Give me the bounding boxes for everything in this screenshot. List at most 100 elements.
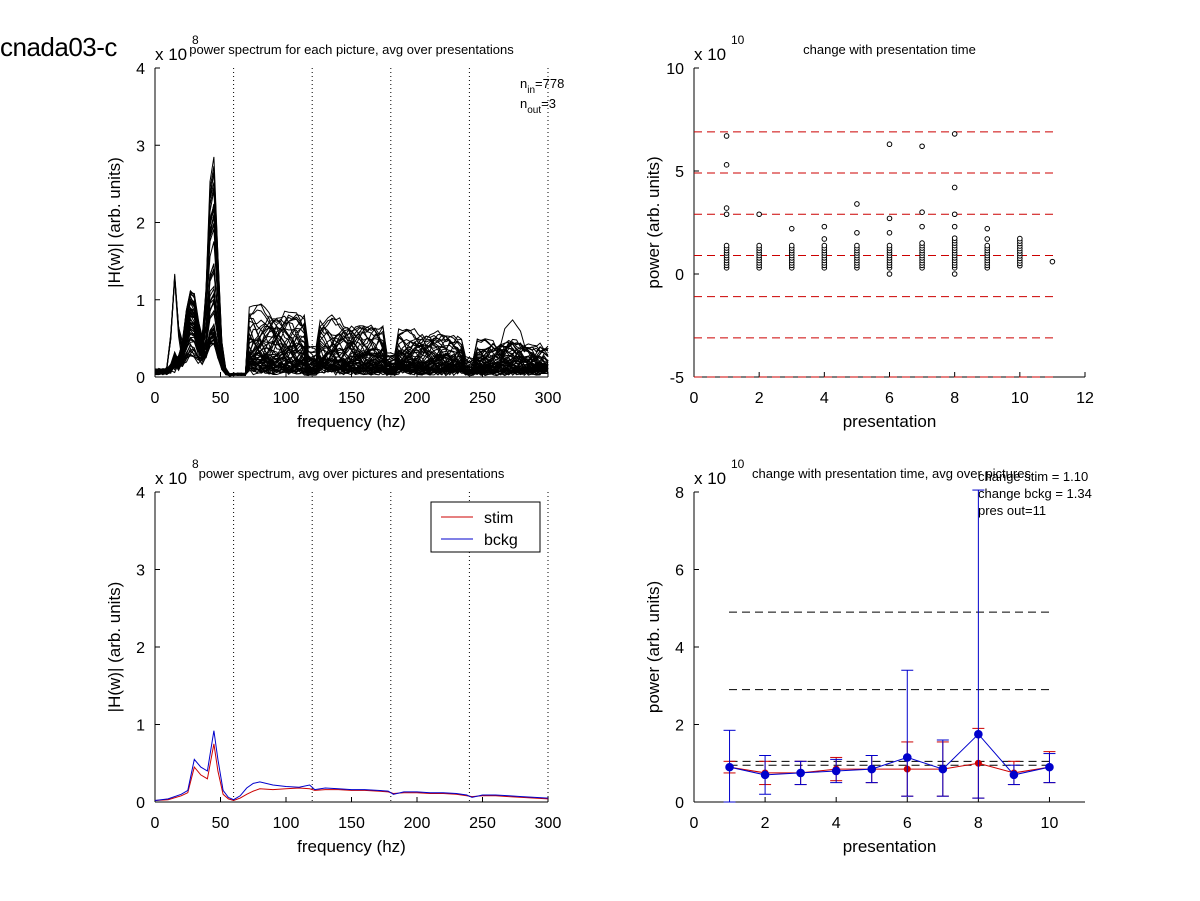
- x-tick-label: 10: [1011, 390, 1029, 407]
- panel-presentation-avg: 0 2 4 6 8 10 0 2 4 6 8 presentation power (arb. unit…: [644, 457, 1092, 856]
- x-tick-label: 150: [338, 815, 365, 832]
- stat-annotation: change stim = 1.10: [978, 469, 1088, 484]
- series-marker-bckg: [831, 766, 841, 776]
- data-point: [951, 211, 958, 218]
- y-tick-label: 1: [136, 293, 145, 310]
- data-point: [886, 230, 893, 236]
- series-marker-bckg: [760, 770, 770, 780]
- data-point: [723, 162, 730, 168]
- x-tick-label: 200: [404, 390, 431, 407]
- x-axis-label: presentation: [843, 412, 937, 431]
- series-line-bckg: [729, 733, 1050, 776]
- spectrum-curve: [154, 208, 549, 376]
- series-marker-bckg: [725, 762, 734, 772]
- series-line-stim: [729, 762, 1050, 774]
- data-point: [723, 205, 730, 211]
- n-out-annotation: nout=3: [520, 96, 556, 116]
- data-point: [919, 143, 925, 150]
- data-point: [854, 201, 860, 207]
- x-tick-label: 2: [761, 815, 770, 832]
- data-point: [951, 184, 958, 191]
- x-tick-label: 300: [535, 815, 562, 832]
- data-point: [788, 225, 795, 232]
- plot-title: power spectrum, avg over pictures and pr…: [199, 466, 505, 481]
- spectrum-curve: [154, 311, 549, 377]
- data-point: [984, 242, 991, 249]
- axis-exponent-power: 10: [731, 457, 745, 471]
- y-tick-label: 8: [675, 485, 684, 502]
- x-tick-label: 4: [820, 390, 829, 407]
- spectrum-curve: [154, 328, 549, 376]
- data-point: [886, 141, 893, 148]
- x-tick-label: 150: [338, 390, 365, 407]
- data-point: [788, 242, 795, 249]
- y-tick-label: 3: [136, 563, 145, 580]
- y-tick-label: 0: [136, 795, 145, 812]
- series-marker-bckg: [1045, 762, 1054, 772]
- x-tick-label: 8: [974, 815, 983, 832]
- data-point: [951, 223, 958, 230]
- axis-exponent: x 10: [694, 469, 726, 488]
- x-tick-label: 0: [151, 390, 160, 407]
- panel-presentation-scatter: 0 2 4 6 8 10 12 -5 0 5 10 presentation power (arb. u…: [644, 33, 1094, 431]
- y-tick-label: 0: [136, 370, 145, 387]
- y-axis-label: power (arb. units): [644, 156, 663, 288]
- y-tick-label: 0: [675, 267, 684, 284]
- data-point: [854, 242, 860, 249]
- x-tick-label: 12: [1076, 390, 1094, 407]
- spectrum-curve: [154, 269, 549, 376]
- data-point: [886, 215, 893, 222]
- n-in-annotation: nin=778: [520, 76, 564, 96]
- data-point: [1017, 235, 1023, 242]
- data-point: [984, 225, 991, 232]
- y-tick-label: -5: [670, 370, 684, 387]
- data-point: [723, 133, 730, 139]
- x-tick-label: 4: [832, 815, 841, 832]
- axis-exponent-power: 10: [731, 33, 745, 47]
- data-point: [756, 242, 762, 249]
- x-tick-label: 0: [690, 390, 699, 407]
- plot-title: change with presentation time: [803, 42, 976, 57]
- y-tick-label: 0: [675, 795, 684, 812]
- y-tick-label: 4: [136, 61, 145, 78]
- x-tick-label: 250: [469, 815, 496, 832]
- x-tick-label: 50: [212, 815, 230, 832]
- plot-title: power spectrum for each picture, avg ove…: [189, 42, 514, 57]
- panel-avg-spectrum: 0 50 100 150 200 250 300 0 1 2 3 4 frequency (hz) |H(…: [105, 457, 561, 856]
- x-tick-label: 100: [273, 815, 300, 832]
- x-tick-label: 10: [1041, 815, 1059, 832]
- x-tick-label: 300: [535, 390, 562, 407]
- data-point: [886, 271, 893, 277]
- data-point: [723, 242, 730, 249]
- y-axis-label: |H(w)| (arb. units): [105, 157, 124, 288]
- data-point: [951, 131, 958, 137]
- x-tick-label: 50: [212, 390, 230, 407]
- data-point: [919, 223, 925, 230]
- legend-label-bckg: bckg: [484, 532, 518, 549]
- data-point: [951, 235, 958, 241]
- x-axis-label: presentation: [843, 837, 937, 856]
- y-tick-label: 5: [675, 164, 684, 181]
- y-tick-label: 2: [136, 216, 145, 233]
- series-marker-bckg: [1009, 770, 1019, 780]
- axis-exponent-power: 8: [192, 457, 199, 471]
- x-tick-label: 0: [690, 815, 699, 832]
- y-axis-label: power (arb. units): [644, 581, 663, 713]
- axis-exponent-power: 8: [192, 33, 199, 47]
- data-point: [984, 236, 991, 242]
- data-point: [1049, 258, 1056, 265]
- x-tick-label: 250: [469, 390, 496, 407]
- data-point: [821, 236, 828, 242]
- x-tick-label: 6: [903, 815, 912, 832]
- data-point: [756, 211, 762, 218]
- axis-exponent: x 10: [694, 45, 726, 64]
- y-tick-label: 4: [136, 485, 145, 502]
- plot-title: change with presentation time, avg over …: [752, 466, 1031, 481]
- y-tick-label: 10: [666, 61, 684, 78]
- series-marker-bckg: [867, 764, 877, 774]
- series-marker-bckg: [796, 768, 805, 778]
- axis-exponent: x 10: [155, 45, 187, 64]
- y-axis-label: |H(w)| (arb. units): [105, 582, 124, 713]
- series-marker-bckg: [974, 729, 983, 739]
